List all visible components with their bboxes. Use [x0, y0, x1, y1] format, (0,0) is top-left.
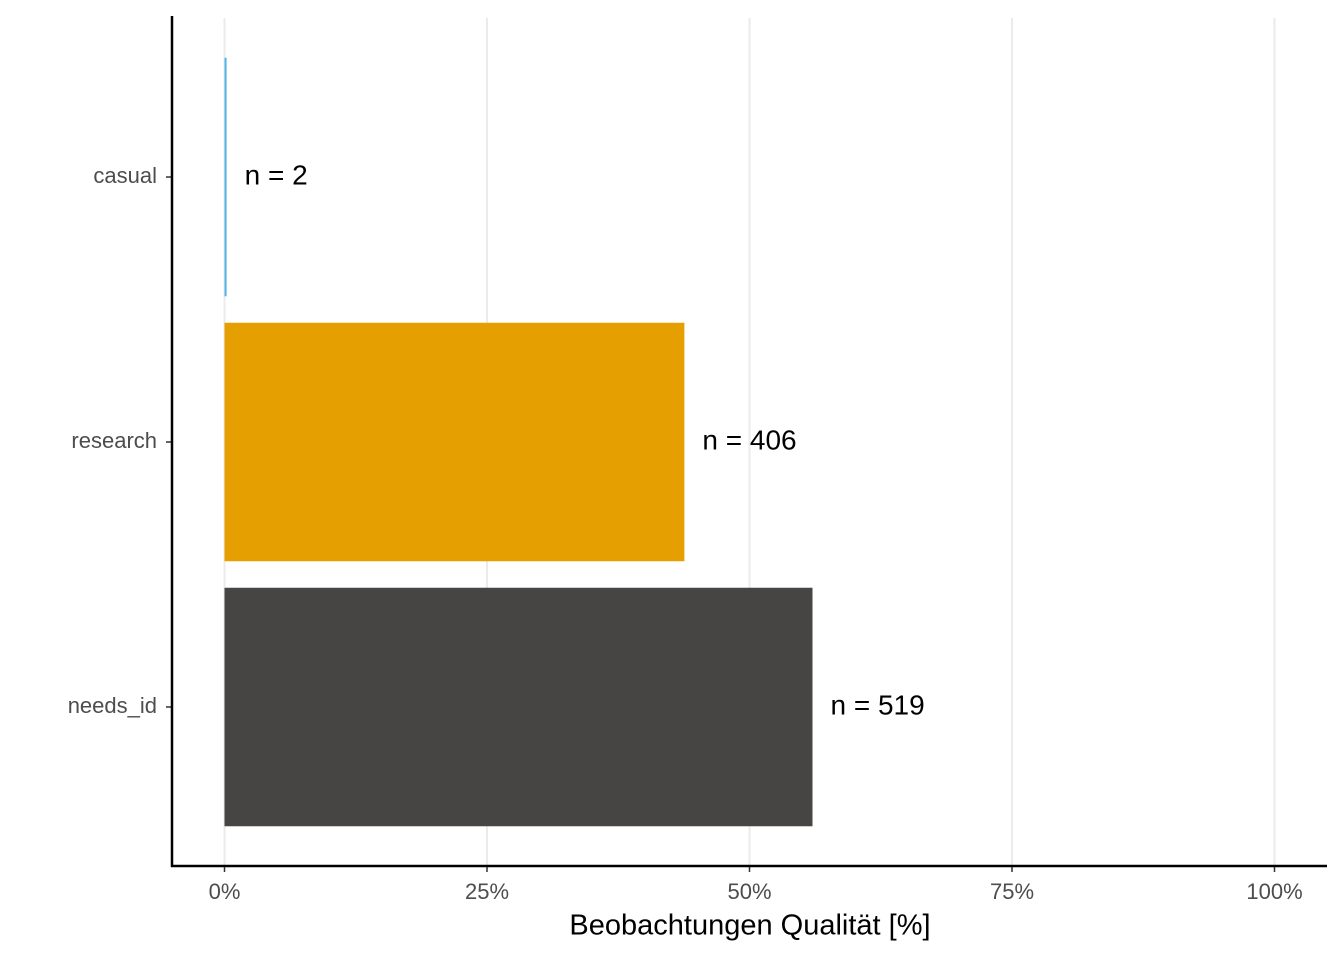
bar: [224, 322, 685, 562]
x-tick-label: 0%: [209, 879, 241, 904]
bar: [224, 587, 813, 827]
bar: [224, 57, 227, 297]
x-tick-label: 75%: [990, 879, 1034, 904]
x-axis-title: Beobachtungen Qualität [%]: [569, 910, 930, 942]
x-tick-label: 25%: [465, 879, 509, 904]
bar-annotation: n = 519: [831, 689, 925, 720]
x-tick-label: 50%: [727, 879, 771, 904]
bar-annotation: n = 406: [702, 424, 796, 455]
y-tick-label: casual: [93, 163, 157, 188]
y-tick-label: needs_id: [68, 693, 157, 718]
x-tick-label: 100%: [1246, 879, 1302, 904]
bar-annotation: n = 2: [245, 159, 308, 190]
y-tick-label: research: [71, 428, 157, 453]
